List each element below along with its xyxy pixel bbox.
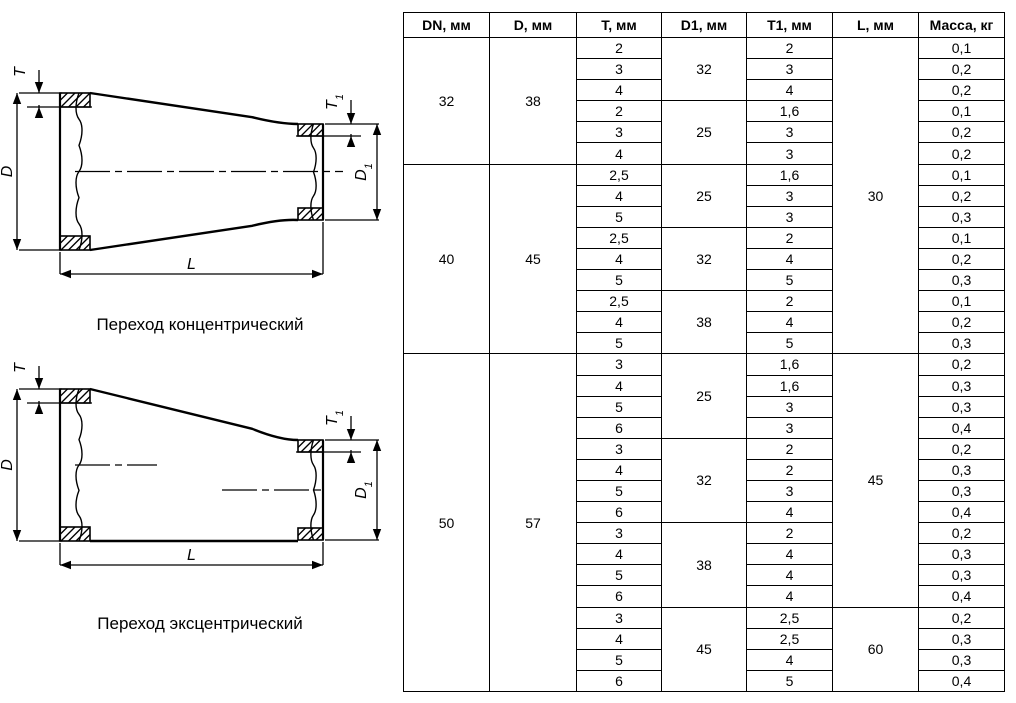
svg-text:T: T	[12, 362, 29, 373]
svg-text:L: L	[187, 547, 196, 564]
svg-text:Переход эксцентрический: Переход эксцентрический	[97, 614, 302, 633]
svg-text:D: D	[0, 165, 16, 177]
svg-text:Переход концентрический: Переход концентрический	[96, 315, 303, 334]
svg-text:T1: T1	[324, 410, 346, 426]
svg-text:D1: D1	[353, 163, 375, 181]
svg-text:D: D	[0, 459, 16, 471]
svg-text:L: L	[187, 256, 196, 273]
svg-text:T1: T1	[324, 94, 346, 110]
svg-text:D1: D1	[353, 481, 375, 499]
svg-text:T: T	[12, 66, 29, 77]
